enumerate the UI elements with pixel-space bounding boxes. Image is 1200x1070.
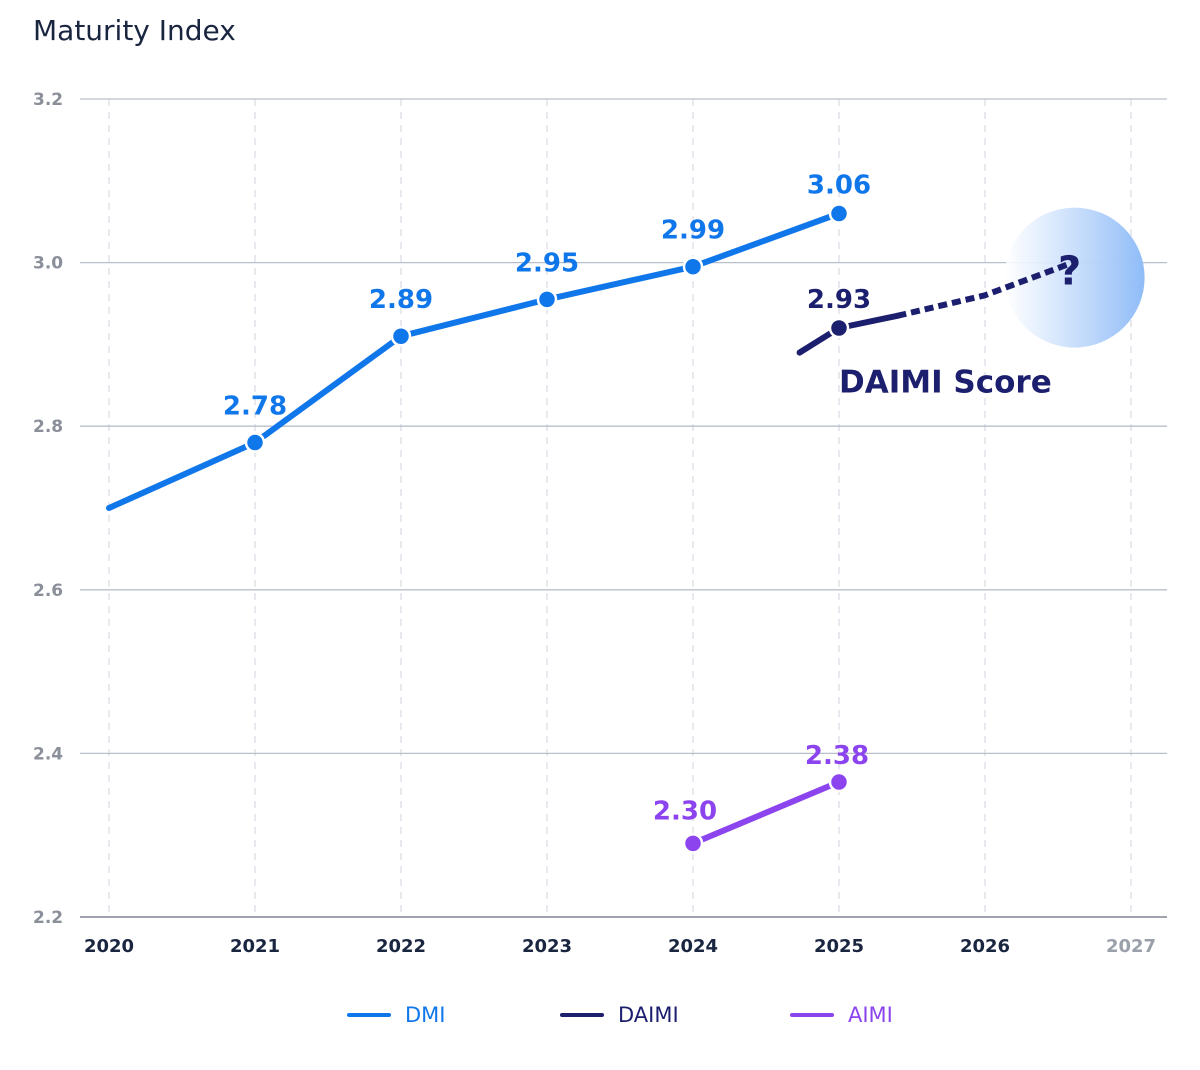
series-projection-daimi	[896, 259, 1074, 319]
legend-label-daimi: DAIMI	[618, 1003, 679, 1027]
y-tick-label: 2.6	[33, 581, 63, 601]
y-tick-label: 2.8	[33, 417, 63, 437]
x-tick-label: 2021	[230, 936, 280, 957]
legend-label-dmi: DMI	[405, 1003, 446, 1027]
data-label-aimi: 2.30	[653, 796, 717, 826]
series-line-dmi	[106, 210, 842, 511]
chart-plot: 2.2 2.4 2.6 2.8 3.0 3.2 2020 2021 2022 2023 2024 20…	[33, 90, 1167, 957]
legend-swatch-daimi	[560, 1013, 604, 1017]
data-point-aimi	[828, 771, 850, 793]
data-label-dmi: 2.89	[369, 285, 433, 315]
y-tick-label: 2.2	[33, 908, 63, 928]
data-label-dmi: 2.95	[515, 248, 579, 278]
data-point-dmi	[828, 203, 850, 224]
legend-item-daimi: DAIMI	[560, 1003, 679, 1027]
x-tick-label: 2020	[84, 936, 134, 957]
series-line-daimi	[796, 312, 901, 356]
chart-title: Maturity Index	[33, 14, 236, 47]
legend-item-dmi: DMI	[347, 1003, 445, 1027]
data-point-dmi	[536, 289, 558, 310]
data-label-dmi: 2.78	[223, 392, 287, 422]
data-label-dmi: 2.99	[661, 216, 725, 246]
y-tick-label: 2.4	[33, 744, 63, 764]
x-tick-label: 2022	[376, 936, 426, 957]
legend-item-aimi: AIMI	[790, 1003, 893, 1027]
x-tick-label: 2024	[668, 936, 718, 957]
data-label-dmi: 3.06	[807, 171, 871, 201]
data-point-daimi	[828, 317, 850, 339]
x-tick-label: 2023	[522, 936, 572, 957]
x-tick-label: 2026	[960, 936, 1010, 957]
data-point-aimi	[682, 833, 704, 854]
projection-bubble	[1004, 207, 1145, 348]
data-label-aimi: 2.38	[805, 741, 869, 771]
data-point-dmi	[390, 325, 412, 347]
legend-label-aimi: AIMI	[848, 1003, 893, 1027]
question-mark-icon: ?	[1058, 249, 1081, 295]
legend-swatch-dmi	[347, 1013, 391, 1017]
data-point-dmi	[244, 432, 266, 453]
series-annotation-daimi: DAIMI Score	[839, 364, 1052, 400]
series-line-aimi	[690, 779, 842, 847]
y-tick-label: 3.0	[33, 254, 63, 274]
y-tick-label: 3.2	[33, 90, 63, 110]
x-tick-label: 2025	[814, 936, 864, 957]
x-tick-label: 2027	[1106, 936, 1156, 957]
data-point-dmi	[682, 256, 704, 277]
legend-swatch-aimi	[790, 1013, 834, 1017]
data-label-daimi: 2.93	[807, 285, 871, 315]
